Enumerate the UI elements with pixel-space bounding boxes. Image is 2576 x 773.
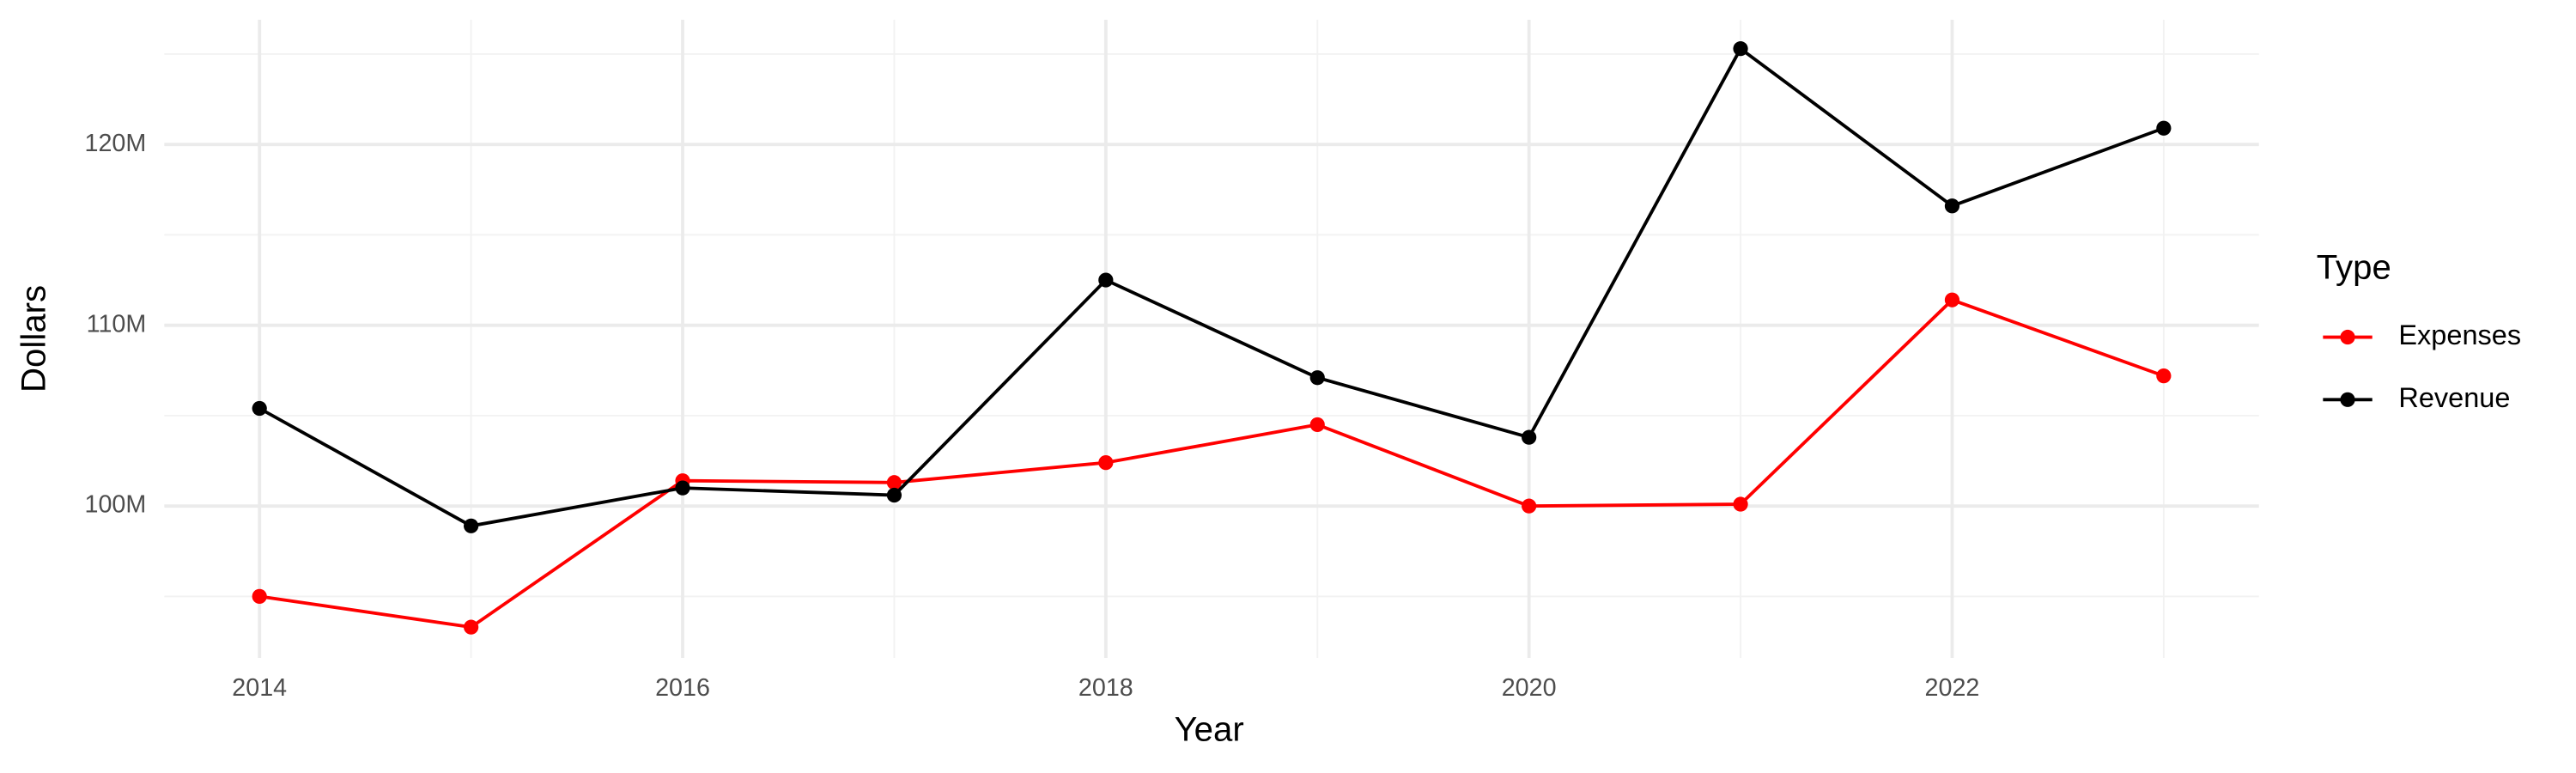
x-tick-label: 2014 [232,674,287,702]
legend-title: Type [2317,248,2391,287]
y-axis-title: Dollars [15,285,53,393]
y-tick-label: 110M [87,310,147,338]
data-point [252,588,267,605]
data-point [252,400,267,417]
x-tick-label: 2016 [655,674,710,702]
x-axis-title: Year [1175,710,1244,749]
x-tick-label: 2018 [1078,674,1133,702]
legend-label: Expenses [2398,320,2521,350]
data-point [464,619,479,635]
data-point [1733,41,1748,57]
data-point [1098,272,1114,288]
x-tick-label: 2022 [1925,674,1980,702]
data-point [2156,120,2172,136]
series-line [258,46,2165,528]
y-tick-label: 100M [84,491,146,519]
data-point [886,487,902,503]
data-point [1522,429,1537,445]
legend-key-point [2340,329,2355,345]
y-tick-label: 120M [84,130,146,157]
data-point [1944,198,1960,214]
series-line [258,298,2165,630]
data-point [1944,292,1960,307]
legend-label: Revenue [2398,382,2510,413]
data-point [1098,455,1114,471]
data-point [1522,498,1537,514]
data-point [675,480,690,496]
data-point [1733,496,1748,512]
data-point [2156,368,2172,384]
data-point [886,475,902,490]
data-point [1309,370,1325,386]
legend-key-point [2340,392,2355,407]
data-point [1309,417,1325,433]
x-tick-label: 2020 [1502,674,1557,702]
data-point [464,518,479,533]
